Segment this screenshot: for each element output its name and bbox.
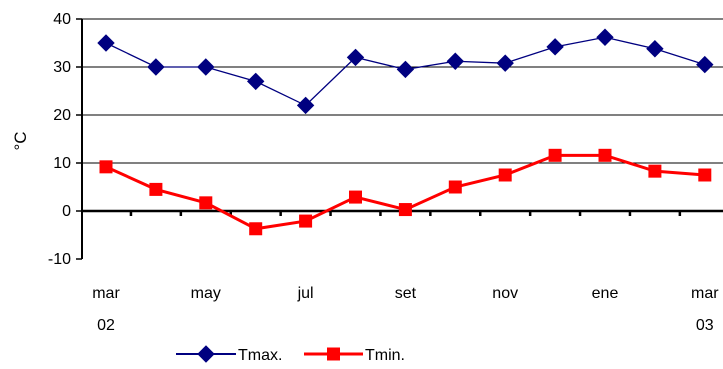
y-tick-label: -10 [48,251,71,268]
y-tick-label: 20 [53,107,71,124]
legend: Tmax. Tmin. [176,345,405,364]
data-point [149,182,163,196]
data-point [199,196,213,210]
x-tick-label-year: 03 [696,317,714,334]
series-line [105,153,705,231]
data-point [546,38,564,56]
x-tick-label: mar [691,285,719,302]
series-layer [97,28,714,236]
legend-item-tmin: Tmin. [304,347,405,364]
x-tick-label: mar [92,285,120,302]
data-point [398,203,412,217]
grid-lines [82,18,723,164]
legend-item-tmax: Tmax. [176,345,282,364]
legend-marker [327,347,340,361]
legend-label: Tmin. [365,347,405,364]
data-point [147,58,165,76]
y-axis-title: °C [11,131,30,150]
data-point [299,214,313,228]
data-point [346,48,365,67]
data-point [498,168,512,182]
data-point [598,148,612,162]
x-tick-label-year: 02 [97,317,115,334]
data-point [496,54,514,72]
x-tick-label: jul [297,285,314,302]
x-tick-label: set [395,285,417,302]
data-point [648,164,662,178]
data-point [396,60,415,79]
data-point [448,180,462,194]
data-point [249,222,263,236]
x-tick-label: nov [492,285,518,302]
data-point [246,72,265,91]
data-point [596,28,614,46]
data-point [97,34,115,52]
x-tick-label: ene [592,285,619,302]
y-tick-label: 10 [53,155,71,172]
data-point [646,40,664,58]
series-tmin [99,148,712,236]
data-point [296,96,315,115]
data-point [696,55,714,74]
data-point [197,58,215,76]
y-tick-labels: -10 0 10 20 30 40 [48,11,71,268]
data-point [99,160,113,174]
series-tmax [97,28,714,115]
x-tick-label: may [191,285,221,302]
y-tick-label: 0 [62,203,71,220]
data-point [349,190,362,204]
data-point [548,148,562,162]
axes [76,18,723,260]
y-tick-label: 40 [53,11,71,28]
data-point [698,168,712,182]
y-tick-label: 30 [53,59,71,76]
x-tick-labels: mar 02 may jul set nov ene mar 03 [92,285,719,334]
legend-label: Tmax. [238,347,282,364]
legend-marker [197,345,215,363]
data-point [446,52,465,70]
